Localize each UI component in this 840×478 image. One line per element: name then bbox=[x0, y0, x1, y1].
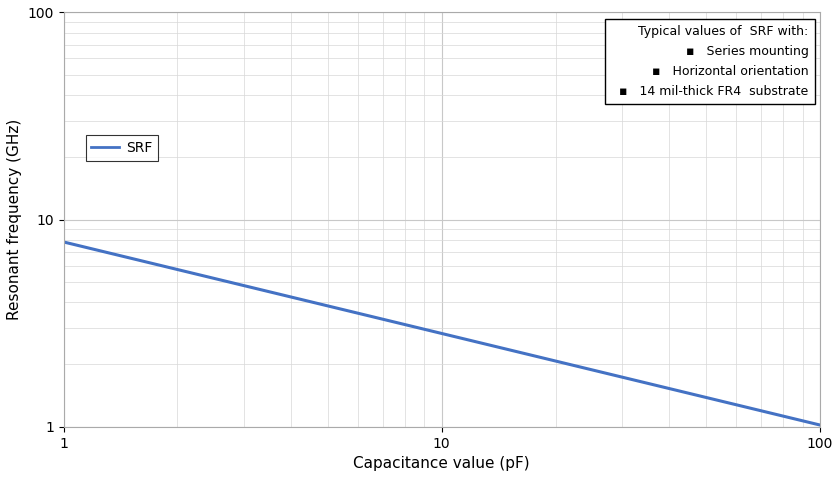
Text: Typical values of  SRF with:
  ▪   Series mounting
  ▪   Horizontal orientation
: Typical values of SRF with: ▪ Series mou… bbox=[612, 25, 809, 98]
X-axis label: Capacitance value (pF): Capacitance value (pF) bbox=[354, 456, 530, 471]
Legend: SRF: SRF bbox=[86, 135, 158, 161]
Y-axis label: Resonant frequency (GHz): Resonant frequency (GHz) bbox=[7, 119, 22, 320]
